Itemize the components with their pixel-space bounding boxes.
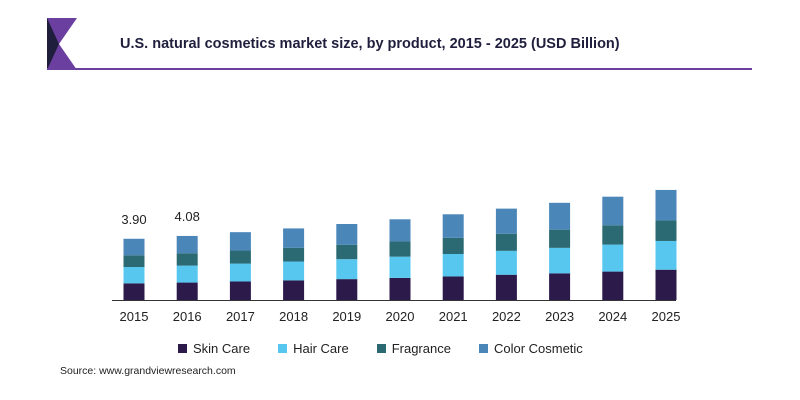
x-tick-label-2019: 2019 (332, 309, 361, 324)
bar-color-cosmetic-2016 (176, 235, 198, 254)
title-divider (47, 68, 752, 70)
bar-hair-care-2020 (389, 256, 411, 278)
bar-hair-care-2022 (495, 250, 517, 275)
legend-label-fragrance: Fragrance (391, 341, 451, 356)
bar-fragrance-2020 (389, 241, 411, 257)
x-tick-label-2025: 2025 (652, 309, 681, 324)
bar-color-cosmetic-2019 (336, 224, 358, 245)
bar-fragrance-2019 (336, 244, 358, 260)
chart-title: U.S. natural cosmetics market size, by p… (120, 36, 620, 52)
legend-item-fragrance: Fragrance (376, 341, 451, 356)
bar-skin-care-2015 (123, 283, 145, 300)
x-tick-label-2023: 2023 (545, 309, 574, 324)
legend-swatch-hair-care (278, 344, 288, 353)
bar-color-cosmetic-2020 (389, 219, 411, 242)
bar-fragrance-2016 (176, 253, 198, 266)
bar-skin-care-2016 (176, 282, 198, 300)
bar-color-cosmetic-2025 (655, 189, 677, 221)
legend-swatch-color-cosmetic (478, 344, 488, 353)
bar-skin-care-2018 (283, 280, 305, 300)
bar-color-cosmetic-2021 (442, 214, 464, 238)
bar-hair-care-2017 (229, 263, 251, 282)
bar-skin-care-2019 (336, 279, 358, 300)
bar-hair-care-2025 (655, 240, 677, 270)
bar-fragrance-2015 (123, 255, 145, 268)
legend-item-skin-care: Skin Care (178, 341, 250, 356)
bar-skin-care-2022 (495, 274, 517, 300)
bar-skin-care-2020 (389, 277, 411, 300)
legend-item-hair-care: Hair Care (278, 341, 349, 356)
legend-label-hair-care: Hair Care (293, 341, 349, 356)
x-tick-label-2020: 2020 (386, 309, 415, 324)
bar-skin-care-2021 (442, 276, 464, 300)
data-label-2016: 4.08 (175, 209, 200, 224)
bar-fragrance-2023 (549, 229, 571, 248)
bar-color-cosmetic-2023 (549, 202, 571, 230)
bar-color-cosmetic-2018 (283, 228, 305, 248)
bar-fragrance-2025 (655, 220, 677, 241)
legend-swatch-skin-care (178, 344, 187, 353)
grandview-logo-icon (47, 18, 77, 70)
bar-skin-care-2023 (549, 273, 571, 300)
x-tick-label-2016: 2016 (173, 309, 202, 324)
bar-hair-care-2024 (602, 244, 624, 272)
bar-hair-care-2019 (336, 259, 358, 280)
bar-fragrance-2024 (602, 225, 624, 245)
legend-swatch-fragrance (376, 344, 386, 353)
bar-skin-care-2017 (229, 281, 251, 300)
x-tick-label-2021: 2021 (439, 309, 468, 324)
x-tick-label-2017: 2017 (226, 309, 255, 324)
legend-item-color-cosmetic: Color Cosmetic (478, 341, 583, 356)
bar-hair-care-2018 (283, 261, 305, 281)
data-label-2015: 3.90 (121, 212, 146, 227)
legend: Skin Care Hair Care Fragrance Color Cosm… (178, 341, 611, 356)
source-note: Source: www.grandviewresearch.com (60, 365, 236, 377)
x-tick-label-2015: 2015 (120, 309, 149, 324)
bar-fragrance-2017 (229, 250, 251, 264)
x-tick-label-2024: 2024 (598, 309, 627, 324)
bar-hair-care-2023 (549, 247, 571, 274)
bar-skin-care-2025 (655, 269, 677, 300)
bar-fragrance-2018 (283, 247, 305, 262)
legend-label-skin-care: Skin Care (193, 341, 251, 356)
bar-hair-care-2021 (442, 253, 464, 277)
bar-hair-care-2016 (176, 265, 198, 283)
x-tick-label-2018: 2018 (279, 309, 308, 324)
bar-skin-care-2024 (602, 271, 624, 300)
bar-fragrance-2022 (495, 233, 517, 251)
bar-hair-care-2015 (123, 267, 145, 284)
bar-color-cosmetic-2015 (123, 238, 145, 256)
bar-fragrance-2021 (442, 237, 464, 254)
x-tick-label-2022: 2022 (492, 309, 521, 324)
bar-color-cosmetic-2022 (495, 208, 517, 234)
legend-label-color-cosmetic: Color Cosmetic (493, 341, 583, 356)
bar-color-cosmetic-2024 (602, 196, 624, 226)
bar-color-cosmetic-2017 (229, 232, 251, 251)
